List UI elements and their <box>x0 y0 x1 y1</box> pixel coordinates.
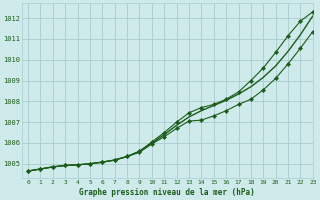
X-axis label: Graphe pression niveau de la mer (hPa): Graphe pression niveau de la mer (hPa) <box>79 188 255 197</box>
